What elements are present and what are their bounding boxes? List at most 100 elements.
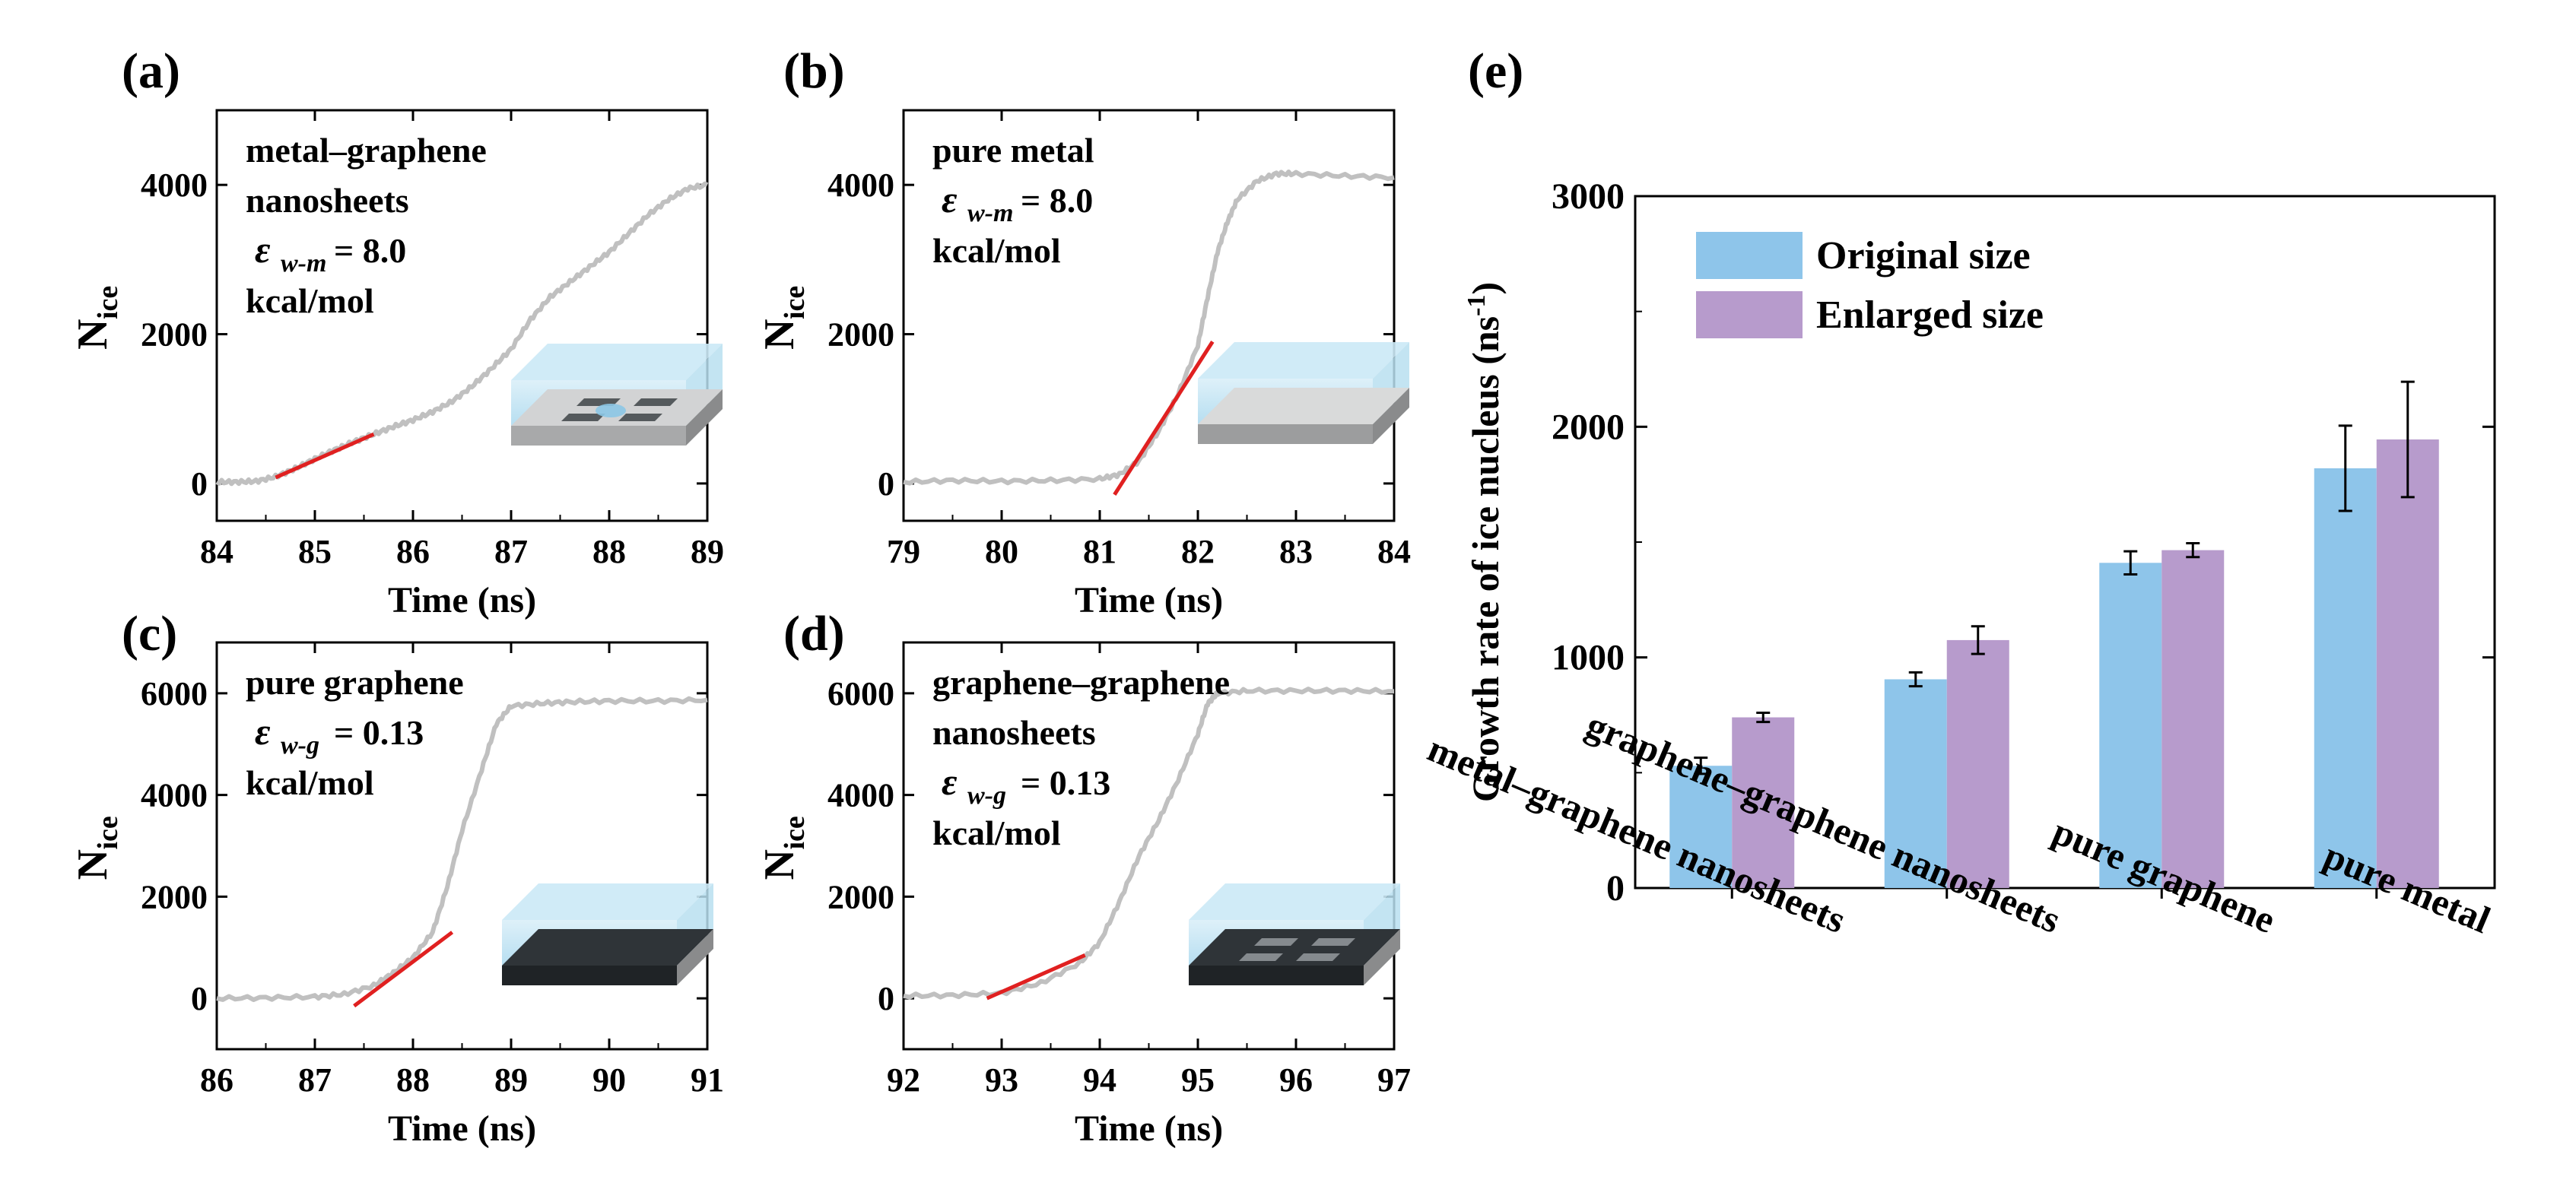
nanosheet-patch — [634, 398, 678, 406]
x-tick-label: 83 — [1279, 533, 1313, 570]
y-tick-label: 0 — [878, 980, 894, 1017]
x-axis-label: Time (ns) — [388, 580, 536, 620]
nanosheet-patch — [618, 414, 662, 421]
y-tick-label: 0 — [191, 980, 208, 1017]
y-axis-label-sub: ice — [779, 816, 811, 849]
y-tick-label: 2000 — [1552, 407, 1625, 447]
annotation-unit: kcal/mol — [932, 231, 1061, 270]
epsilon-symbol: ε — [255, 710, 271, 753]
y-axis-label-main: N — [756, 319, 803, 350]
x-tick-label: 85 — [298, 533, 332, 570]
linear-fit-line — [353, 931, 454, 1008]
water-top — [511, 344, 723, 380]
x-tick-label: 92 — [887, 1061, 920, 1099]
substrate-side — [1373, 388, 1409, 444]
substrate-top — [1189, 929, 1400, 966]
y-tick-label: 1000 — [1552, 638, 1625, 678]
substrate-top — [1198, 388, 1409, 424]
linear-fit-line — [275, 432, 375, 480]
x-tick-label: 80 — [985, 533, 1018, 570]
legend-label: Original size — [1816, 234, 2031, 278]
annotation-unit: kcal/mol — [932, 814, 1061, 852]
epsilon-symbol: ε — [255, 228, 271, 271]
substrate-side — [686, 389, 723, 446]
y-axis-label-sub: ice — [92, 286, 124, 319]
x-tick-label: 84 — [200, 533, 233, 570]
y-tick-label: 2000 — [827, 878, 894, 915]
substrate-top — [502, 929, 713, 966]
x-tick-label: 94 — [1083, 1061, 1116, 1099]
annotation-line2: nanosheets — [932, 713, 1096, 752]
annotation-line1: pure graphene — [246, 663, 464, 702]
annotation-unit: kcal/mol — [246, 281, 374, 320]
annotation-line1: metal–graphene — [246, 131, 487, 170]
nanosheet-patch — [561, 414, 605, 421]
x-tick-label: 81 — [1083, 533, 1116, 570]
y-axis-label-sub: ice — [92, 816, 124, 849]
epsilon-value: = 0.13 — [1021, 763, 1110, 802]
x-tick-label: 93 — [985, 1061, 1018, 1099]
y-axis-label-sub: ice — [779, 286, 811, 319]
nice-series-line — [903, 170, 1395, 486]
bar-original — [1884, 679, 1947, 888]
bar-enlarged — [1946, 639, 2009, 888]
x-tick-label: 89 — [494, 1061, 528, 1099]
simulation-box-inset — [511, 344, 723, 446]
bar-original — [1669, 766, 1733, 888]
y-axis-label-main: N — [756, 849, 803, 880]
epsilon-subscript: w-g — [967, 782, 1006, 810]
water-top — [502, 883, 713, 920]
x-tick-label: 96 — [1279, 1061, 1313, 1099]
y-tick-label: 2000 — [141, 316, 208, 354]
linear-fit-line — [986, 953, 1086, 1001]
nice-series-line — [903, 687, 1395, 1000]
substrate-front — [1198, 424, 1373, 444]
annotation-line1: pure metal — [932, 131, 1094, 170]
x-tick-label: 89 — [691, 533, 724, 570]
annotation-unit: kcal/mol — [246, 763, 374, 802]
y-tick-label: 6000 — [827, 675, 894, 712]
x-tick-label: 86 — [200, 1061, 233, 1099]
simulation-box-inset — [1198, 342, 1409, 444]
y-tick-label: 2000 — [827, 316, 894, 354]
y-tick-label: 4000 — [827, 167, 894, 204]
y-tick-label: 3000 — [1552, 176, 1625, 217]
substrate-front — [1189, 966, 1364, 985]
x-axis-label: Time (ns) — [388, 1108, 536, 1149]
x-tick-label: 88 — [396, 1061, 430, 1099]
y-axis-label-main: N — [69, 849, 116, 880]
y-tick-label: 4000 — [827, 777, 894, 814]
y-tick-label: 2000 — [141, 878, 208, 915]
panel-d: (d) 92 93 94 95 96 97 0 2000 4000 6000 Time (ns) Nic… — [756, 606, 1411, 1149]
y-tick-label: 0 — [878, 465, 894, 503]
x-axis-label: Time (ns) — [1075, 1108, 1223, 1149]
nanosheet-patch — [1239, 953, 1283, 961]
y-axis-label-text: Growth rate of ice nucleus (ns — [1464, 316, 1507, 802]
panel-label: (c) — [122, 606, 177, 661]
y-axis-label-superscript: -1 — [1463, 295, 1491, 316]
x-tick-label: 82 — [1181, 533, 1215, 570]
nanosheet-patch — [1254, 938, 1298, 946]
panel-label: (a) — [122, 43, 180, 99]
substrate-side — [1364, 929, 1400, 985]
simulation-box-inset — [1189, 883, 1400, 985]
legend-label: Enlarged size — [1816, 293, 2044, 337]
x-tick-label: 87 — [494, 533, 528, 570]
epsilon-subscript: w-m — [967, 199, 1013, 227]
y-tick-label: 4000 — [141, 167, 208, 204]
x-tick-label: 84 — [1377, 533, 1411, 570]
panel-label: (d) — [783, 606, 845, 661]
x-tick-label: 79 — [887, 533, 920, 570]
x-tick-label: 95 — [1181, 1061, 1215, 1099]
epsilon-symbol: ε — [942, 178, 958, 220]
nanosheet-patch — [1311, 938, 1355, 946]
nanosheet-patch — [1296, 953, 1340, 961]
epsilon-value: = 0.13 — [334, 713, 424, 752]
substrate-front — [511, 426, 686, 446]
